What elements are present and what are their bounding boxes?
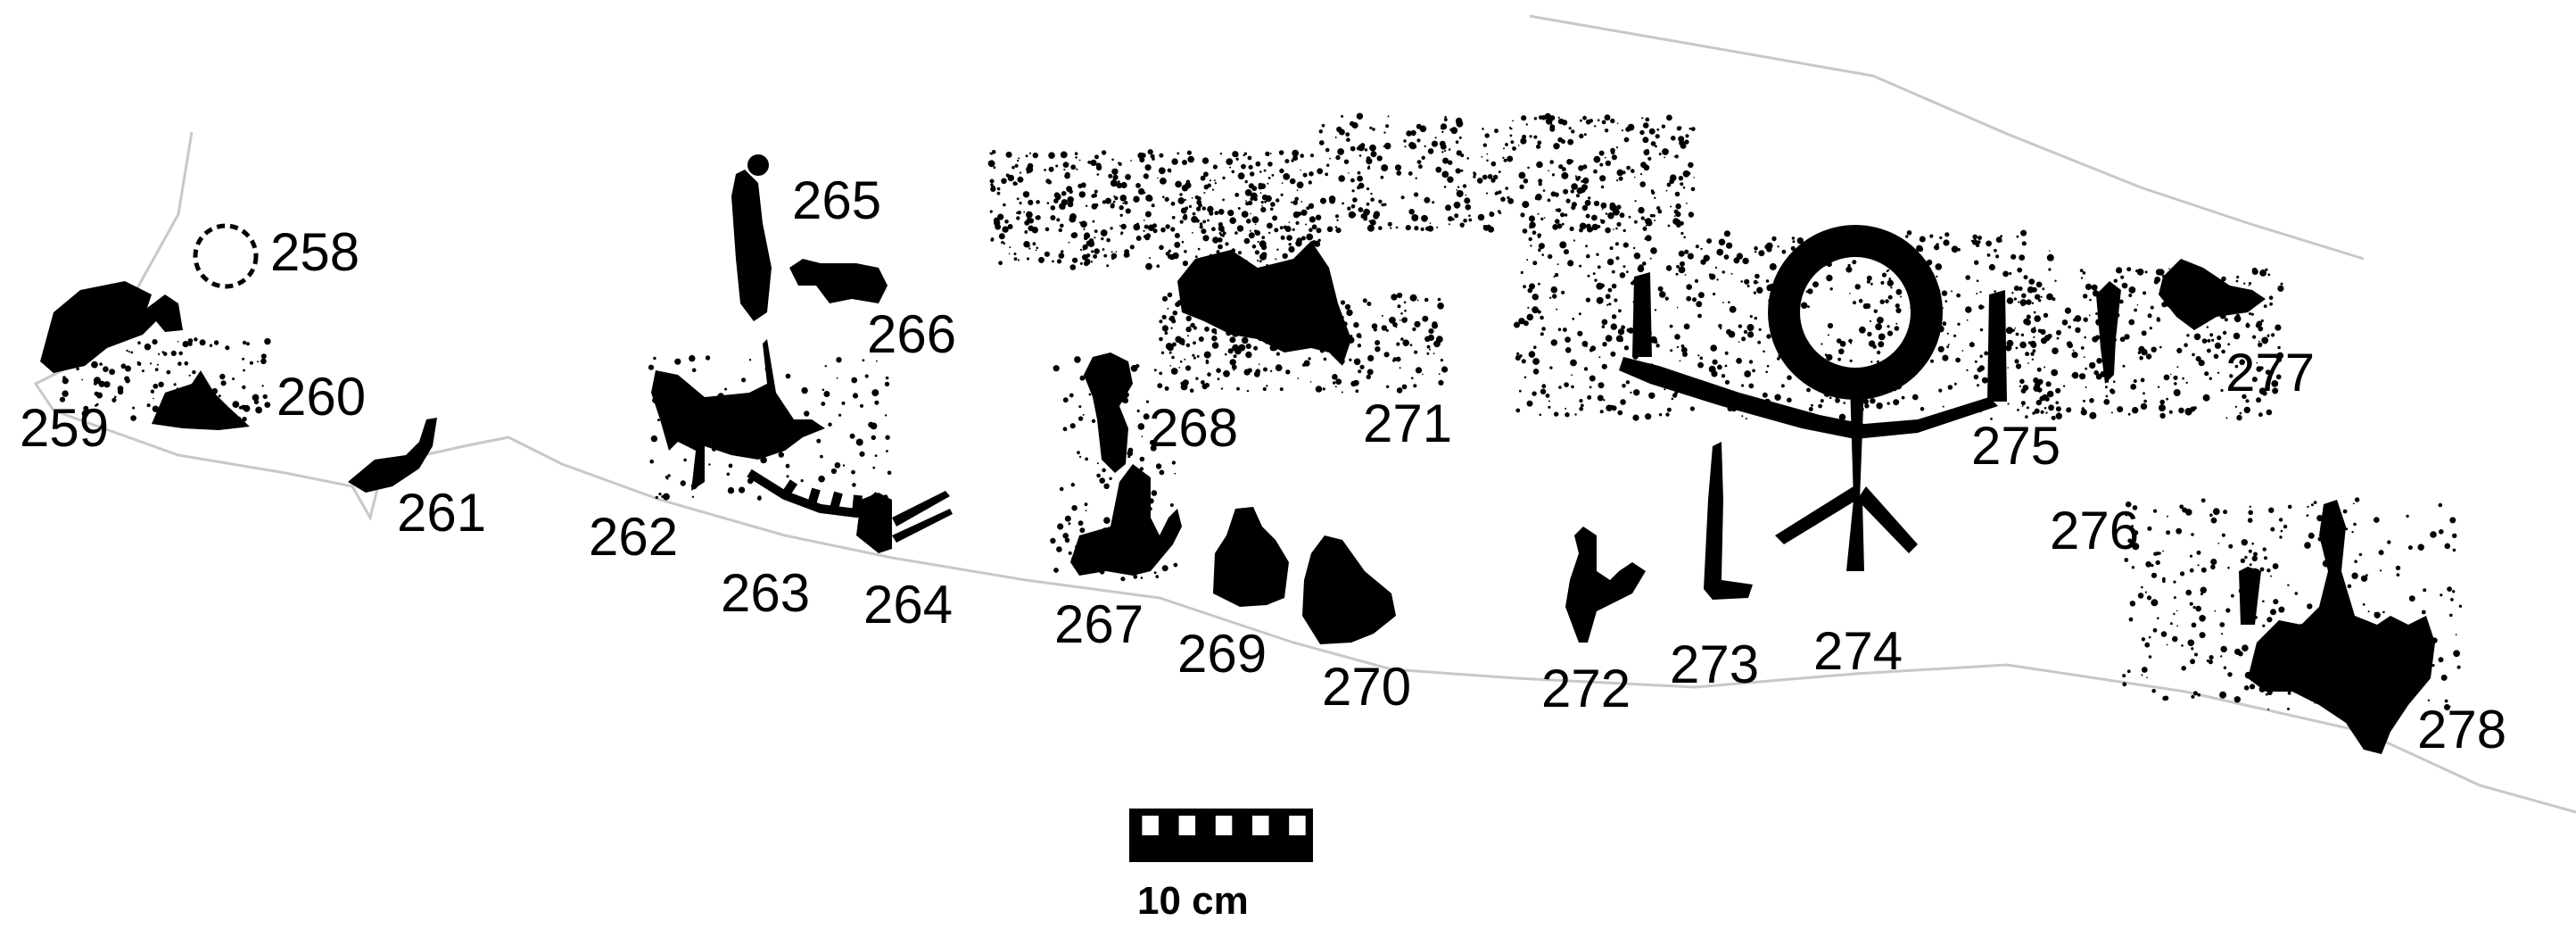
label-260: 260 — [277, 367, 367, 427]
glyph-264-lines — [892, 491, 953, 543]
glyph-266 — [789, 259, 888, 303]
label-261: 261 — [397, 483, 487, 543]
glyph-265 — [731, 170, 772, 321]
glyph-262 — [651, 339, 825, 491]
scale-bar-segment — [1252, 816, 1269, 835]
label-258: 258 — [270, 222, 360, 282]
label-270: 270 — [1322, 657, 1412, 717]
glyph-259 — [40, 281, 183, 373]
glyph-263 — [747, 469, 882, 518]
label-263: 263 — [721, 563, 811, 623]
glyph-277 — [2159, 259, 2266, 330]
label-262: 262 — [589, 507, 679, 567]
glyph-271 — [1177, 241, 1351, 366]
glyph-265-dot — [747, 154, 769, 176]
label-268: 268 — [1149, 398, 1239, 458]
label-273: 273 — [1670, 635, 1760, 694]
glyph-261 — [348, 418, 437, 493]
glyph-270 — [1302, 535, 1396, 644]
scale-bar-segment — [1289, 816, 1306, 835]
scale-bar-segment — [1215, 816, 1233, 835]
scale-bar-segment — [1142, 816, 1159, 835]
label-265: 265 — [792, 170, 882, 230]
label-259: 259 — [20, 398, 110, 458]
label-277: 277 — [2225, 343, 2316, 402]
glyph-272 — [1565, 527, 1646, 643]
label-264: 264 — [863, 575, 954, 635]
label-269: 269 — [1177, 624, 1267, 684]
glyph-278-mark — [2239, 567, 2261, 625]
glyph-269 — [1213, 507, 1289, 607]
label-275: 275 — [1971, 416, 2061, 476]
label-271: 271 — [1363, 394, 1453, 453]
glyph-264 — [856, 493, 892, 553]
glyph-258-ring — [193, 223, 259, 289]
label-266: 266 — [867, 304, 957, 364]
label-276: 276 — [2050, 501, 2140, 560]
scale-bar-segment — [1178, 816, 1196, 835]
glyph-267 — [1070, 464, 1182, 576]
scale-bar — [1129, 809, 1313, 862]
glyph-278 — [2248, 500, 2435, 754]
scale-bar-label: 10 cm — [1137, 879, 1249, 923]
label-267: 267 — [1054, 594, 1144, 654]
label-272: 272 — [1541, 659, 1631, 718]
label-274: 274 — [1813, 621, 1903, 681]
glyph-260 — [152, 370, 250, 430]
petroglyph-figures — [40, 154, 2435, 754]
label-278: 278 — [2417, 700, 2507, 759]
glyph-276 — [2096, 281, 2121, 384]
rock-outline — [33, 14, 2576, 814]
glyph-273 — [1704, 442, 1753, 600]
glyph-274 — [1619, 225, 2007, 571]
glyph-268 — [1084, 353, 1133, 473]
